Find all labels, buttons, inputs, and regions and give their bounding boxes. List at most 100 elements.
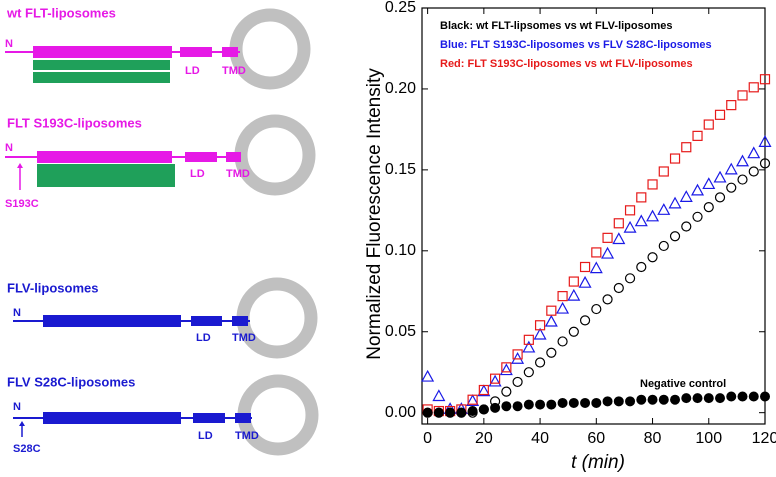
data-point	[580, 397, 591, 408]
data-point	[546, 347, 557, 358]
partner-box	[37, 164, 175, 187]
diagram-title: wt FLT-liposomes	[6, 5, 116, 20]
data-point	[681, 142, 692, 153]
data-point	[737, 391, 748, 402]
data-point	[658, 394, 669, 405]
data-point	[557, 291, 568, 302]
data-point	[478, 384, 489, 396]
data-point	[523, 334, 534, 345]
data-point	[534, 357, 546, 368]
data-point	[759, 74, 771, 85]
data-point	[646, 209, 660, 222]
tmd-box	[226, 152, 241, 162]
data-point	[724, 162, 738, 175]
data-point	[748, 391, 759, 402]
data-point	[747, 146, 761, 159]
plot-frame	[421, 7, 766, 425]
data-point	[692, 393, 703, 404]
data-point	[546, 399, 557, 410]
n-terminus: N	[13, 307, 21, 319]
data-point	[702, 177, 716, 190]
data-point	[591, 303, 602, 315]
x-axis-label: t (min)	[571, 452, 625, 473]
mutation-label: S28C	[13, 443, 41, 455]
data-point	[602, 294, 613, 305]
data-point	[624, 273, 636, 284]
data-point	[601, 246, 615, 259]
data-point	[748, 166, 759, 177]
diagram-title: FLT S193C-liposomes	[7, 115, 142, 130]
domain-box	[33, 46, 172, 58]
data-point	[533, 327, 547, 340]
data-point	[691, 183, 705, 196]
data-point	[579, 315, 591, 326]
data-point	[466, 394, 480, 406]
data-point	[669, 231, 681, 242]
data-point	[535, 399, 546, 410]
data-point	[748, 82, 759, 93]
data-point	[760, 391, 770, 402]
data-point	[512, 349, 523, 360]
data-point	[422, 407, 433, 418]
data-point	[556, 301, 570, 314]
data-point	[613, 218, 624, 229]
mutation-arrowhead	[19, 421, 25, 426]
tmd-label: TMD	[226, 168, 250, 180]
x-tick-label: 40	[531, 430, 549, 447]
data-point	[591, 397, 602, 408]
data-point	[636, 192, 647, 203]
data-point	[681, 393, 692, 404]
data-point	[578, 275, 592, 288]
ld-label: LD	[196, 332, 211, 344]
data-point	[546, 305, 557, 316]
data-point	[647, 394, 658, 405]
data-point	[579, 261, 591, 273]
data-point	[623, 220, 637, 233]
data-point	[703, 393, 714, 404]
data-point	[522, 340, 536, 353]
data-point	[433, 407, 444, 418]
x-tick-label: 100	[695, 430, 722, 447]
y-tick-label: 0.25	[385, 0, 416, 16]
domain-box	[43, 412, 181, 424]
data-point	[602, 232, 613, 243]
data-point	[488, 374, 502, 387]
data-point	[715, 393, 726, 404]
ld-box	[193, 413, 225, 423]
x-tick-label: 120	[752, 430, 776, 447]
data-point	[567, 288, 581, 301]
partner-box	[33, 72, 170, 83]
data-point	[737, 90, 748, 101]
ld-box	[185, 152, 217, 162]
data-point	[714, 192, 726, 203]
data-point	[512, 376, 523, 388]
data-point	[432, 389, 446, 402]
tmd-box	[235, 413, 251, 423]
data-point	[647, 179, 658, 190]
tmd-label: TMD	[222, 65, 246, 77]
data-point	[737, 174, 748, 185]
partner-box	[33, 60, 170, 70]
data-point	[636, 261, 647, 273]
data-point	[636, 394, 647, 405]
domain-box	[43, 315, 181, 327]
series-label: Negative control	[640, 378, 726, 390]
data-point	[703, 119, 714, 130]
tmd-label: TMD	[235, 430, 259, 442]
data-point	[568, 326, 579, 337]
y-tick-label: 0.10	[385, 242, 416, 259]
data-point	[714, 109, 726, 120]
x-tick-label: 60	[587, 430, 605, 447]
data-point	[692, 130, 703, 141]
domain-box	[37, 151, 172, 163]
data-point	[490, 402, 501, 413]
data-point	[499, 363, 513, 376]
data-point	[501, 386, 512, 397]
x-tick-label: 0	[423, 430, 432, 447]
data-point	[657, 203, 671, 215]
data-point	[758, 135, 772, 147]
data-point	[512, 401, 523, 412]
data-point	[523, 399, 534, 410]
legend-entry: Black: wt FLT-lipsomes vs wt FLV-liposom…	[440, 20, 672, 32]
